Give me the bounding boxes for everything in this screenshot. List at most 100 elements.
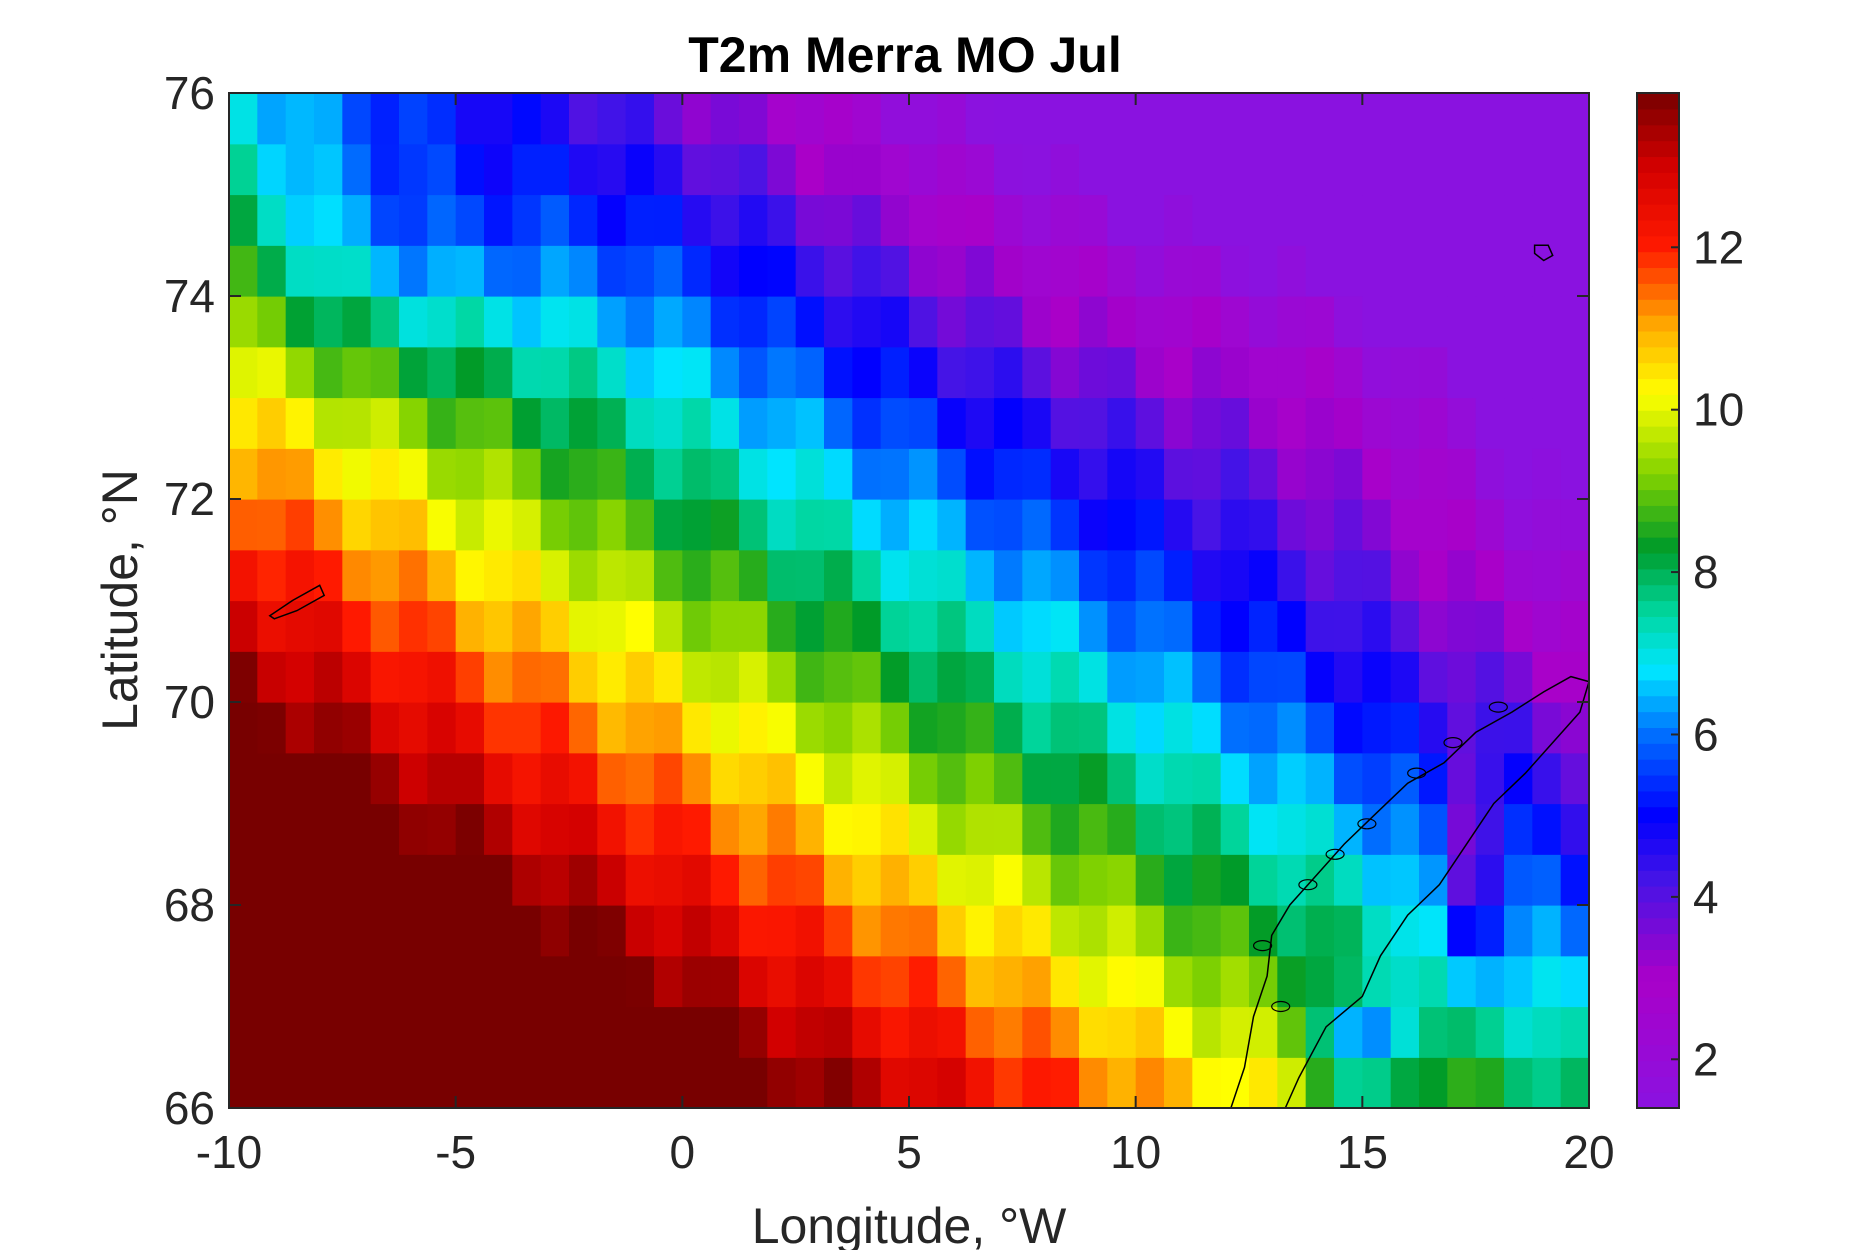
heatmap-cell	[1079, 1057, 1108, 1109]
heatmap-cell	[795, 397, 825, 449]
heatmap-cell	[257, 651, 287, 703]
heatmap-cell	[1504, 854, 1533, 906]
heatmap-cell	[1050, 499, 1080, 551]
heatmap-cell	[1475, 1057, 1505, 1109]
heatmap-cell	[314, 296, 343, 348]
coastline-path	[1271, 1000, 1291, 1013]
heatmap-cell	[1419, 549, 1448, 602]
heatmap-cell	[569, 346, 598, 399]
heatmap-cell	[795, 143, 825, 196]
heatmap-cell	[512, 448, 542, 500]
heatmap-cell	[1192, 854, 1222, 906]
heatmap-cell	[484, 194, 513, 246]
heatmap-cell	[852, 955, 882, 1008]
heatmap-cell	[852, 549, 882, 602]
heatmap-cell	[1305, 245, 1335, 297]
heatmap-cell	[314, 752, 343, 805]
heatmap-cell	[824, 1006, 853, 1058]
heatmap-cell	[682, 752, 712, 805]
heatmap-cell	[512, 854, 542, 906]
heatmap-cell	[1504, 397, 1533, 449]
heatmap-cell	[1447, 499, 1477, 551]
heatmap-cell	[1107, 752, 1137, 805]
heatmap-cell	[1107, 1057, 1137, 1109]
heatmap-cell	[654, 803, 683, 855]
heatmap-cell	[512, 296, 542, 348]
colorbar-swatch	[1637, 426, 1679, 443]
heatmap-cell	[994, 143, 1023, 196]
y-tick-label: 70	[164, 676, 215, 728]
heatmap-cell	[994, 499, 1023, 551]
heatmap-cell	[654, 346, 683, 399]
heatmap-cell	[512, 702, 542, 754]
heatmap-cell	[1277, 854, 1307, 906]
colorbar-swatch	[1637, 219, 1679, 237]
heatmap-cell	[1447, 854, 1477, 906]
heatmap-cell	[1504, 448, 1533, 500]
heatmap-cell	[1475, 803, 1505, 855]
heatmap-cell	[484, 752, 513, 805]
heatmap-cell	[1135, 600, 1165, 652]
heatmap-cell	[1164, 803, 1193, 855]
heatmap-cell	[1504, 93, 1533, 145]
heatmap-cell	[1079, 143, 1108, 196]
heatmap-cell	[1390, 803, 1420, 855]
heatmap-cell	[229, 702, 258, 754]
heatmap-cell	[427, 651, 457, 703]
heatmap-cell	[1532, 499, 1562, 551]
heatmap-cell	[455, 549, 485, 602]
heatmap-cell	[824, 245, 853, 297]
heatmap-cell	[654, 600, 683, 652]
heatmap-cell	[314, 397, 343, 449]
heatmap-cell	[229, 955, 258, 1008]
heatmap-cell	[1164, 600, 1193, 652]
heatmap-cell	[540, 702, 570, 754]
heatmap-cell	[880, 955, 910, 1008]
heatmap-cell	[1334, 549, 1363, 602]
heatmap-cell	[1447, 1006, 1477, 1058]
x-tick-label: 5	[896, 1126, 922, 1178]
heatmap-cell	[512, 752, 542, 805]
heatmap-cell	[1447, 752, 1477, 805]
heatmap-cell	[512, 346, 542, 399]
colorbar-swatch	[1637, 965, 1679, 982]
heatmap-cell	[1305, 905, 1335, 957]
heatmap-cell	[739, 93, 768, 145]
heatmap-cell	[1475, 397, 1505, 449]
heatmap-cell	[909, 600, 938, 652]
heatmap-cell	[285, 1006, 315, 1058]
heatmap-cell	[767, 499, 797, 551]
heatmap-cell	[1220, 752, 1250, 805]
heatmap-cell	[880, 194, 910, 246]
heatmap-cell	[1419, 854, 1448, 906]
heatmap-cell	[257, 296, 287, 348]
heatmap-cell	[314, 1057, 343, 1109]
heatmap-cell	[1390, 702, 1420, 754]
heatmap-cell	[994, 93, 1023, 145]
colorbar-ticks: 2 4 6 8 10 12	[1671, 221, 1744, 1085]
heatmap-cell	[909, 549, 938, 602]
heatmap-cell	[370, 955, 400, 1008]
heatmap-cell	[569, 448, 598, 500]
heatmap-cell	[597, 600, 627, 652]
heatmap-cell	[852, 296, 882, 348]
heatmap-cell	[455, 955, 485, 1008]
heatmap-cell	[484, 803, 513, 855]
heatmap-cell	[1022, 296, 1052, 348]
colorbar-swatch	[1637, 616, 1679, 633]
heatmap-cell	[540, 93, 570, 145]
heatmap-cell	[1419, 1057, 1448, 1109]
heatmap-cell	[852, 600, 882, 652]
heatmap-cell	[1220, 905, 1250, 957]
heatmap-cell	[824, 448, 853, 500]
heatmap-cell	[1390, 346, 1420, 399]
heatmap-cell	[710, 397, 740, 449]
heatmap-cell	[937, 702, 967, 754]
heatmap-cell	[569, 702, 598, 754]
heatmap-cell	[1079, 955, 1108, 1008]
heatmap-cell	[1277, 499, 1307, 551]
heatmap-plot-area	[229, 93, 1590, 1109]
heatmap-cell	[1362, 905, 1392, 957]
heatmap-cell	[710, 499, 740, 551]
colorbar-swatch	[1637, 188, 1679, 205]
